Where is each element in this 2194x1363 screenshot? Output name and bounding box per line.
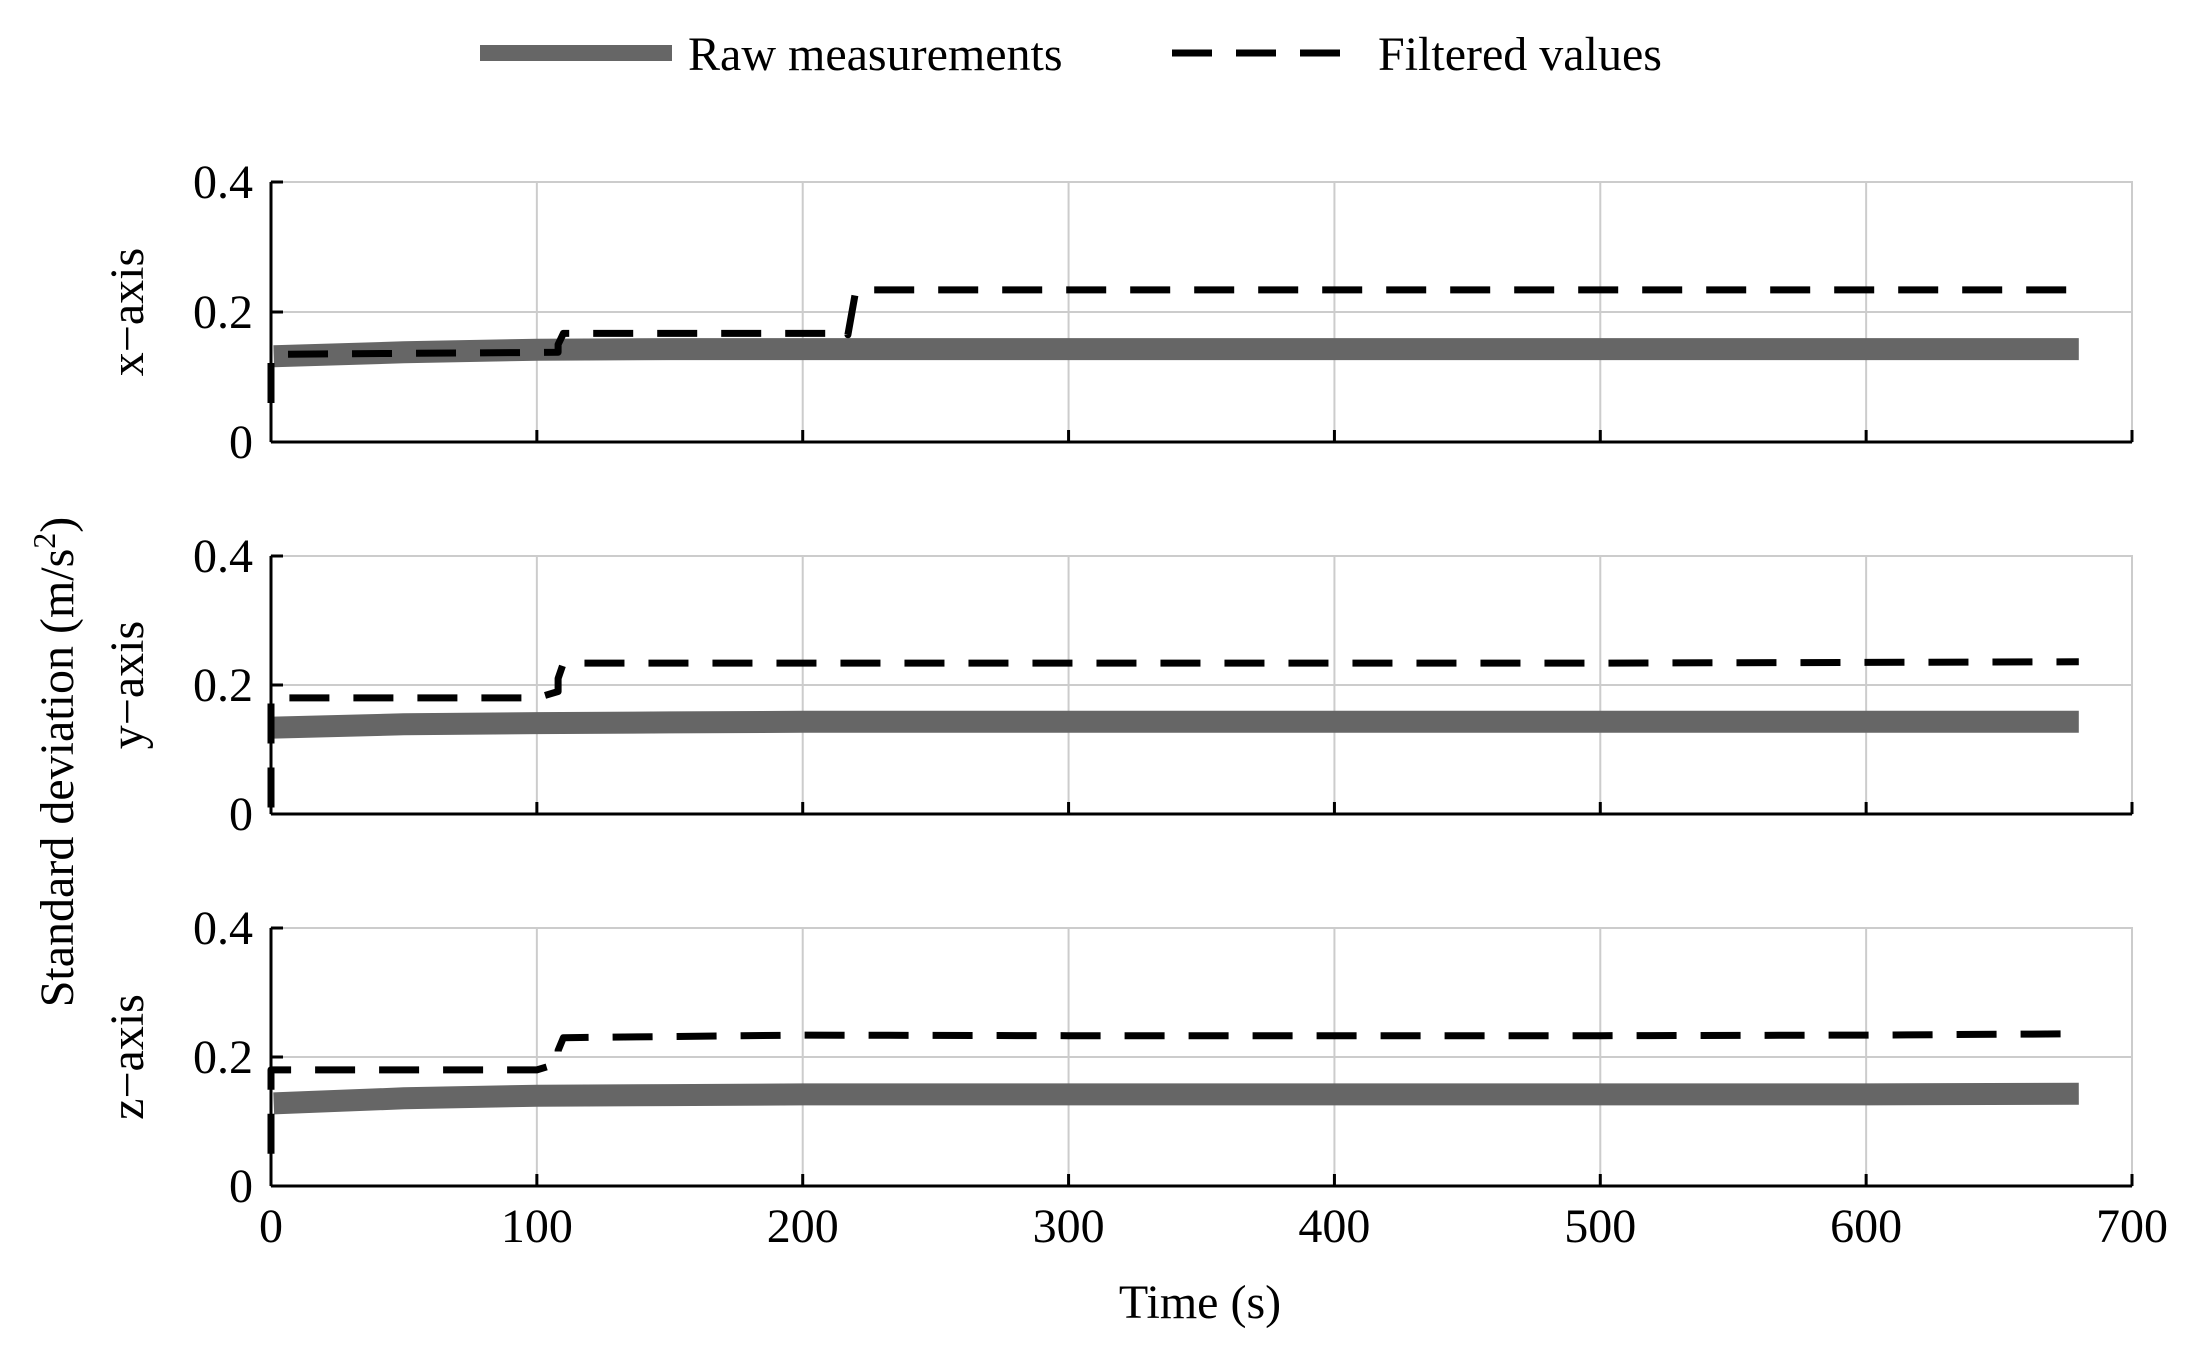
shared-y-axis-label-text: Standard deviation (m/s — [31, 549, 84, 1008]
y-tick-label: 0.4 — [193, 156, 253, 209]
legend: Raw measurements Filtered values — [480, 28, 1662, 81]
x-tick-label: 100 — [501, 1200, 573, 1253]
x-tick-label: 300 — [1033, 1200, 1105, 1253]
x-axis-label: Time (s) — [1119, 1276, 1281, 1329]
x-tick-label: 200 — [767, 1200, 839, 1253]
panel-z-axis: 0 0.2 0.4 z−axis 0 100 200 300 400 500 600 700 — [101, 902, 2168, 1253]
raw-measurements-line — [273, 1082, 2079, 1115]
shared-y-axis-label-sup: 2 — [26, 533, 62, 549]
x-tick-label: 400 — [1298, 1200, 1370, 1253]
x-tick-label: 0 — [259, 1200, 283, 1253]
y-tick-label: 0 — [229, 788, 253, 841]
panel-label: z−axis — [101, 994, 154, 1120]
raw-measurements-line — [273, 338, 2079, 368]
y-tick-label: 0.2 — [193, 659, 253, 712]
filtered-values-line — [267, 658, 2079, 808]
x-tick-label: 500 — [1564, 1200, 1636, 1253]
panel-x-axis: 0 0.2 0.4 x−axis — [101, 156, 2134, 469]
filtered-values-line — [267, 1030, 2079, 1154]
legend-raw-label: Raw measurements — [688, 28, 1063, 81]
shared-y-axis-label-close: ) — [31, 517, 84, 533]
y-tick-label: 0.4 — [193, 530, 253, 583]
panel-label: x−axis — [101, 248, 154, 376]
shared-y-axis-label: Standard deviation (m/s2) — [26, 517, 84, 1008]
filtered-values-line — [267, 286, 2079, 403]
legend-filtered-label: Filtered values — [1378, 28, 1662, 81]
y-tick-label: 0 — [229, 416, 253, 469]
panel-label: y−axis — [101, 621, 154, 749]
panel-y-axis: 0 0.2 0.4 y−axis — [101, 530, 2134, 841]
y-tick-label: 0 — [229, 1160, 253, 1213]
y-tick-label: 0.2 — [193, 286, 253, 339]
y-tick-label: 0.4 — [193, 902, 253, 955]
y-tick-label: 0.2 — [193, 1031, 253, 1084]
x-tick-label: 600 — [1830, 1200, 1902, 1253]
x-tick-label: 700 — [2096, 1200, 2168, 1253]
raw-measurements-line — [273, 710, 2079, 739]
